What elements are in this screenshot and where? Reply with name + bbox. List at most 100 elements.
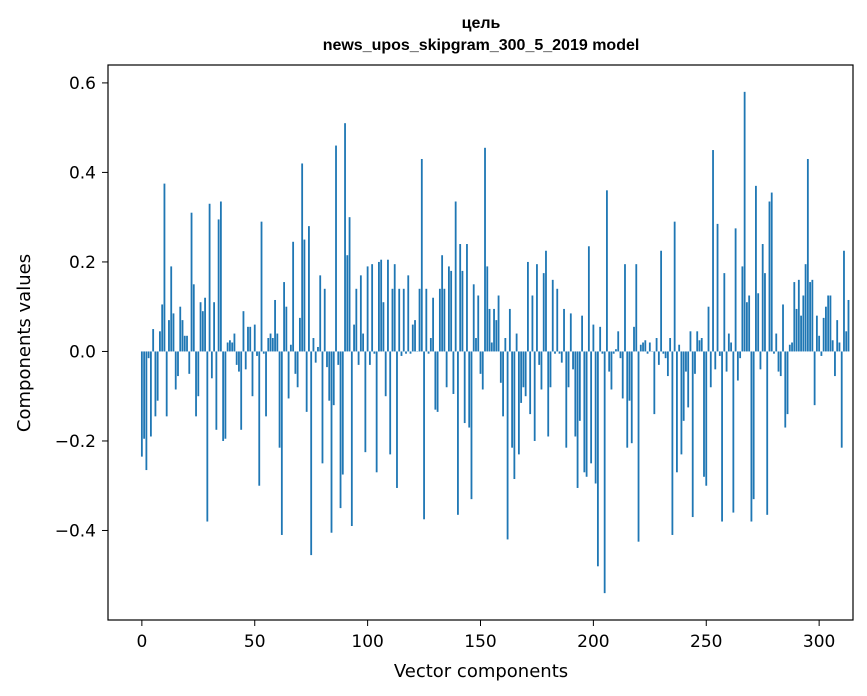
- bar: [730, 342, 732, 352]
- bar: [258, 351, 261, 486]
- bar: [504, 338, 507, 352]
- bar: [536, 264, 538, 352]
- bar: [355, 288, 358, 352]
- bar: [840, 351, 843, 448]
- bar: [707, 306, 710, 352]
- bar: [206, 351, 209, 522]
- bar: [795, 308, 798, 352]
- bar: [423, 351, 425, 520]
- bar: [466, 244, 468, 352]
- bar: [804, 264, 807, 352]
- bar: [755, 185, 757, 352]
- bar: [447, 266, 450, 352]
- bar: [527, 261, 529, 352]
- bar: [154, 351, 157, 417]
- bar: [517, 351, 520, 455]
- bar: [414, 320, 416, 352]
- bar: [247, 326, 249, 352]
- bar: [229, 340, 231, 352]
- bar: [818, 335, 821, 352]
- bar: [743, 91, 746, 352]
- bar: [825, 306, 827, 352]
- bar: [179, 306, 182, 352]
- bar: [698, 340, 701, 352]
- bar: [495, 320, 498, 352]
- bar: [170, 266, 173, 352]
- bar: [617, 331, 620, 352]
- bar: [373, 351, 376, 354]
- bar: [459, 244, 462, 352]
- bar: [328, 351, 331, 401]
- bar: [822, 317, 825, 352]
- bar: [317, 346, 319, 352]
- bar: [712, 150, 714, 352]
- bar: [633, 326, 635, 352]
- bar: [427, 351, 430, 354]
- bar: [664, 351, 667, 359]
- bar: [226, 342, 229, 352]
- x-tick-label: 150: [464, 632, 496, 652]
- bar: [339, 351, 342, 509]
- bar: [827, 295, 830, 352]
- bar: [294, 351, 297, 374]
- bar: [834, 351, 836, 377]
- bar: [680, 351, 683, 455]
- bar: [497, 295, 500, 352]
- bar: [694, 351, 696, 374]
- bar: [443, 288, 446, 352]
- bar: [472, 284, 475, 352]
- bar: [838, 342, 841, 352]
- bar: [800, 315, 802, 352]
- bar: [689, 331, 692, 352]
- bar: [752, 351, 755, 500]
- bar: [809, 282, 812, 352]
- bar: [411, 324, 414, 352]
- bar: [477, 295, 480, 352]
- bar: [660, 250, 663, 352]
- bar: [231, 342, 234, 352]
- bar: [653, 351, 656, 415]
- bar: [418, 288, 421, 352]
- bar: [371, 264, 374, 352]
- bar: [524, 351, 527, 397]
- bar: [766, 351, 769, 515]
- bar: [208, 203, 211, 352]
- bar: [703, 351, 705, 477]
- bar: [152, 329, 155, 352]
- bar: [764, 273, 766, 352]
- bar: [346, 255, 349, 352]
- bar: [725, 351, 728, 372]
- bar: [353, 324, 355, 352]
- bar: [174, 351, 177, 390]
- bar: [181, 320, 184, 352]
- bar: [409, 351, 412, 354]
- bar: [745, 302, 748, 352]
- bar: [253, 324, 256, 352]
- bar: [603, 351, 606, 594]
- bar: [312, 338, 315, 352]
- bar: [161, 304, 164, 352]
- bar: [183, 335, 186, 352]
- bar: [238, 351, 240, 372]
- bar: [736, 351, 739, 381]
- bar: [215, 351, 218, 430]
- x-axis-label: Vector components: [394, 661, 568, 682]
- bar: [734, 228, 737, 352]
- bar: [308, 226, 310, 352]
- bar: [542, 273, 545, 352]
- y-axis-ticks: −0.4 −0.2 0.0 0.2 0.4 0.6: [55, 74, 108, 541]
- bar: [330, 351, 333, 533]
- bar: [676, 351, 678, 473]
- bar: [310, 351, 313, 556]
- bar: [522, 351, 525, 388]
- bar: [567, 351, 570, 388]
- bar: [585, 351, 588, 477]
- bar: [815, 315, 818, 352]
- bar: [251, 351, 254, 397]
- bar: [847, 299, 850, 352]
- bar: [508, 308, 511, 352]
- bar: [671, 351, 674, 535]
- bar: [366, 266, 369, 352]
- bar: [177, 351, 179, 377]
